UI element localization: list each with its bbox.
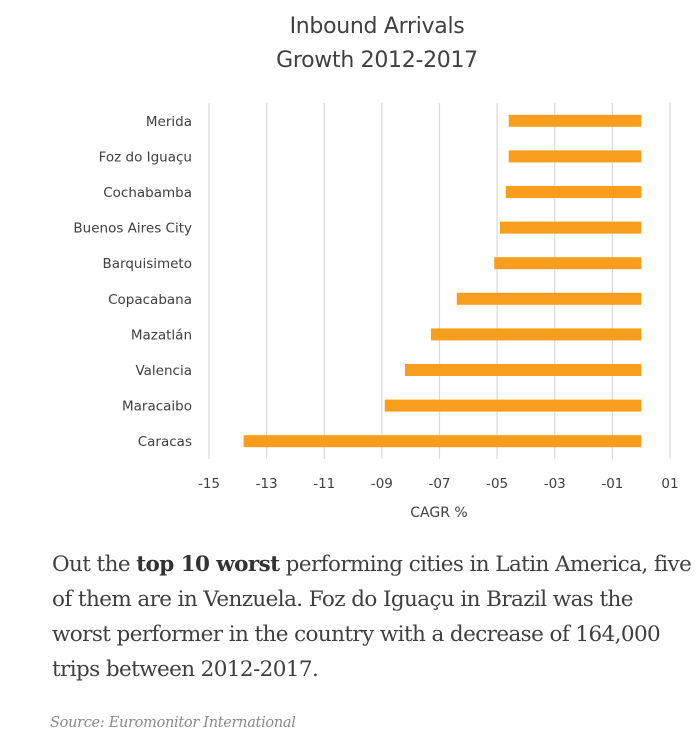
chart-title: Inbound Arrivals Growth 2012-2017 [0,10,700,78]
bar [494,257,642,270]
bars [243,114,642,448]
bar [508,114,642,127]
category-label: Caracas [138,434,192,450]
x-tick-label: -11 [313,476,335,492]
x-tick-label: -13 [256,476,278,492]
category-label: Merida [146,114,192,130]
bar [384,399,642,412]
bar [500,221,642,234]
category-label: Foz do Iguaçu [99,149,192,165]
category-label: Valencia [135,363,192,379]
caption-paragraph: Out the top 10 worst performing cities i… [52,547,692,687]
caption-suffix: performing cities in Latin America, five… [52,552,692,682]
bar [243,435,642,448]
caption-prefix: Out the [52,552,137,577]
chart-title-line-1: Inbound Arrivals [289,14,465,39]
x-tick-label: -15 [198,476,220,492]
x-tick-label: -05 [486,476,508,492]
x-tick-label: -01 [601,476,623,492]
x-tick-label: -03 [544,476,566,492]
bar [456,292,642,305]
x-axis-ticks: -15 -13 -11 -09 -07 -05 -03 -01 01 [198,476,679,492]
category-label: Maracaibo [122,399,192,415]
caption-bold: top 10 worst [136,552,280,577]
source-note: Source: Euromonitor International [50,715,296,731]
x-tick-label: -09 [371,476,393,492]
category-label: Buenos Aires City [73,221,192,237]
bar [505,186,642,198]
bar-chart: Merida Foz do Iguaçu Cochabamba Buenos Aire… [73,103,679,521]
bar [430,328,642,341]
category-label: Mazatlán [131,327,192,343]
category-label: Copacabana [108,292,192,308]
x-tick-label: 01 [661,476,678,492]
x-tick-label: -07 [428,476,450,492]
category-labels: Merida Foz do Iguaçu Cochabamba Buenos Aire… [73,114,192,450]
category-label: Cochabamba [103,185,192,201]
bar [404,364,642,376]
bar [508,150,642,163]
chart-title-line-2: Growth 2012-2017 [276,48,478,73]
category-label: Barquisimeto [102,256,192,272]
x-axis-title: CAGR % [410,505,467,521]
